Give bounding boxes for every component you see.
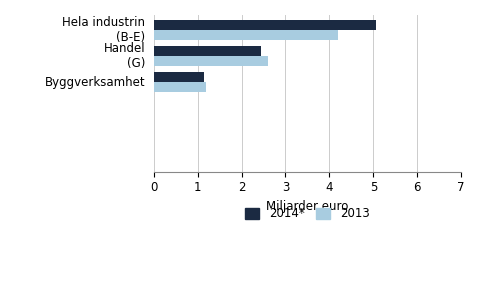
X-axis label: Miljarder euro: Miljarder euro	[266, 200, 348, 213]
Bar	[154, 31, 338, 40]
Bar	[154, 46, 261, 56]
Bar	[154, 72, 204, 82]
Bar	[154, 82, 206, 92]
Legend: 2014*, 2013: 2014*, 2013	[240, 203, 374, 225]
Bar	[154, 56, 268, 66]
Bar	[154, 5, 432, 14]
Bar	[154, 20, 375, 30]
Bar	[154, 0, 444, 4]
